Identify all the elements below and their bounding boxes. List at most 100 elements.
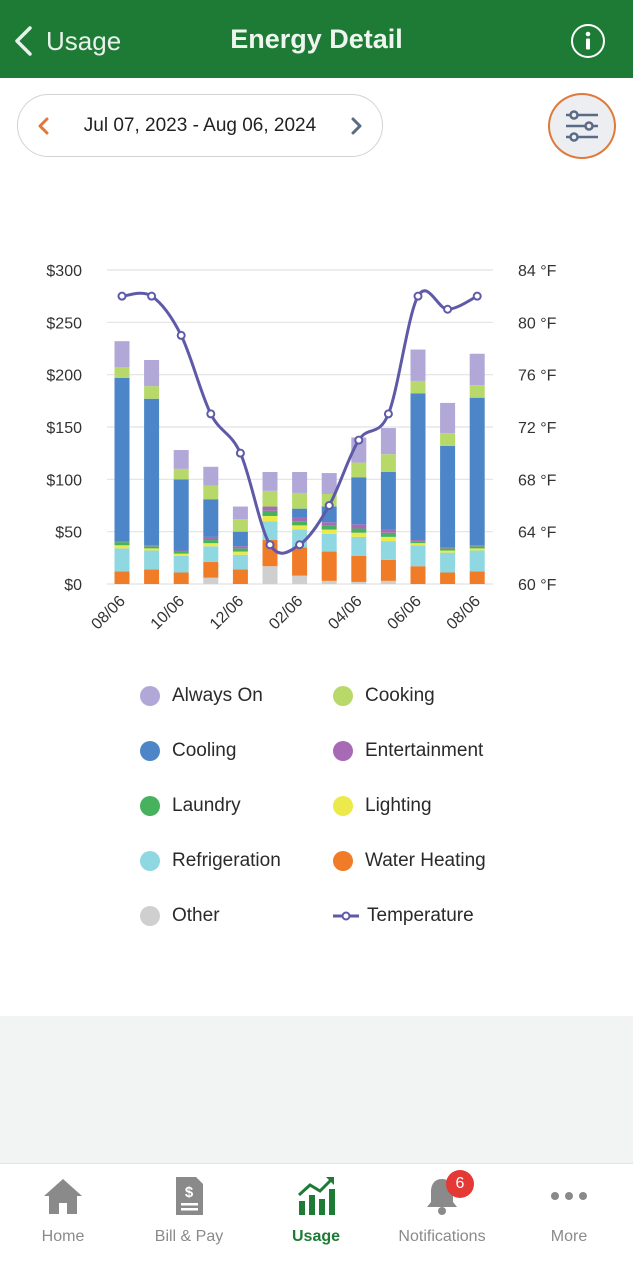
legend-dot bbox=[140, 741, 160, 761]
svg-text:$: $ bbox=[185, 1184, 194, 1201]
bar-segment bbox=[203, 562, 219, 578]
y-right-tick-label: 68 °F bbox=[518, 472, 557, 489]
x-tick-label: 12/06 bbox=[207, 593, 247, 633]
legend-label: Cooking bbox=[365, 685, 435, 706]
temperature-point bbox=[354, 435, 364, 445]
back-button[interactable]: Usage bbox=[10, 20, 121, 62]
temperature-point bbox=[117, 291, 127, 301]
bar-segment bbox=[351, 555, 367, 582]
bar-segment bbox=[232, 551, 248, 555]
bar-segment bbox=[292, 508, 308, 518]
chevron-right-icon bbox=[351, 117, 362, 134]
bar-segment bbox=[114, 377, 130, 542]
bar-segment bbox=[262, 472, 278, 491]
legend-item[interactable]: Temperature bbox=[333, 901, 474, 931]
bar-segment bbox=[144, 398, 160, 546]
bar-segment bbox=[173, 550, 189, 552]
tab-notifications[interactable]: 6 Notifications bbox=[379, 1170, 505, 1254]
legend-label: Cooling bbox=[172, 740, 237, 761]
home-icon bbox=[44, 1179, 82, 1214]
bar-segment bbox=[410, 541, 426, 544]
tab-label: Notifications bbox=[398, 1228, 486, 1245]
legend-dot bbox=[140, 796, 160, 816]
legend-label: Refrigeration bbox=[172, 850, 281, 871]
bar-segment bbox=[380, 529, 396, 533]
legend-item[interactable]: Water Heating bbox=[333, 846, 486, 876]
legend-item[interactable]: Laundry bbox=[140, 791, 241, 821]
tab-usage[interactable]: Usage bbox=[253, 1174, 379, 1254]
legend-item[interactable]: Always On bbox=[140, 681, 263, 711]
bar-segment bbox=[232, 519, 248, 532]
bar-segment bbox=[351, 462, 367, 478]
y-left-tick-label: $250 bbox=[46, 315, 82, 332]
legend-item[interactable]: Cooling bbox=[140, 736, 236, 766]
bar-segment bbox=[203, 499, 219, 537]
x-tick-label: 04/06 bbox=[325, 593, 365, 633]
y-right-tick-label: 60 °F bbox=[518, 577, 557, 594]
bar-segment bbox=[410, 566, 426, 584]
bar-segment bbox=[380, 541, 396, 560]
chevron-left-icon bbox=[38, 117, 49, 134]
y-right-tick-label: 64 °F bbox=[518, 525, 557, 542]
next-period-button[interactable] bbox=[332, 116, 382, 136]
bar-segment bbox=[351, 477, 367, 525]
bar-segment bbox=[292, 521, 308, 526]
bar-segment bbox=[410, 380, 426, 394]
bar-segment bbox=[440, 552, 456, 573]
x-tick-label: 08/06 bbox=[444, 593, 484, 633]
tab-bar: Home $ Bill & Pay Usage 6 Notifications … bbox=[0, 1163, 633, 1270]
bar-segment bbox=[351, 532, 367, 537]
prev-period-button[interactable] bbox=[18, 116, 68, 136]
legend-item[interactable]: Cooking bbox=[333, 681, 435, 711]
tab-label: More bbox=[550, 1228, 588, 1245]
tab-more[interactable]: More bbox=[506, 1174, 632, 1254]
bar-segment bbox=[173, 468, 189, 480]
legend-dot bbox=[333, 741, 353, 761]
usage-icon bbox=[297, 1177, 335, 1215]
notification-badge: 6 bbox=[446, 1170, 474, 1198]
x-tick-label: 06/06 bbox=[384, 593, 424, 633]
bar-segment bbox=[410, 349, 426, 381]
bar-segment bbox=[380, 454, 396, 473]
bar-segment bbox=[262, 515, 278, 522]
legend-item[interactable]: Lighting bbox=[333, 791, 432, 821]
info-button[interactable] bbox=[571, 24, 605, 58]
tab-bill-pay[interactable]: $ Bill & Pay bbox=[126, 1174, 252, 1254]
legend-label: Laundry bbox=[172, 795, 241, 816]
legend-dot bbox=[333, 851, 353, 871]
bar-segment bbox=[144, 360, 160, 387]
app-header: Usage Energy Detail bbox=[0, 0, 633, 78]
bar-segment bbox=[469, 550, 485, 572]
bar-segment bbox=[114, 548, 130, 572]
temperature-point bbox=[147, 291, 157, 301]
bar-segment bbox=[321, 533, 337, 552]
bar-segment bbox=[203, 577, 219, 584]
legend-dot bbox=[140, 906, 160, 926]
bar-segment bbox=[292, 575, 308, 584]
legend-item[interactable]: Entertainment bbox=[333, 736, 483, 766]
temperature-point bbox=[206, 409, 216, 419]
legend-item[interactable]: Refrigeration bbox=[140, 846, 281, 876]
bar-segment bbox=[440, 402, 456, 434]
y-left-tick-label: $0 bbox=[64, 577, 82, 594]
bar-segment bbox=[292, 472, 308, 493]
tab-home[interactable]: Home bbox=[0, 1174, 126, 1254]
bar-segment bbox=[173, 479, 189, 551]
date-range-selector: Jul 07, 2023 - Aug 06, 2024 bbox=[17, 94, 383, 157]
more-icon bbox=[551, 1192, 587, 1200]
filter-button[interactable] bbox=[548, 93, 616, 159]
legend-item[interactable]: Other bbox=[140, 901, 220, 931]
content-area: Jul 07, 2023 - Aug 06, 2024 $0 $50 $100 $15… bbox=[0, 78, 633, 1016]
bar-segment bbox=[292, 547, 308, 576]
bar-segment bbox=[203, 540, 219, 544]
bar-segment bbox=[292, 492, 308, 509]
bar-segment bbox=[114, 541, 130, 543]
bar-segment bbox=[232, 554, 248, 570]
bar-segment bbox=[203, 536, 219, 541]
temperature-point bbox=[176, 330, 186, 340]
bar-segment bbox=[144, 550, 160, 570]
bar-segment bbox=[262, 490, 278, 507]
bar-segment bbox=[321, 551, 337, 581]
bar-segment bbox=[321, 522, 337, 526]
temperature-point bbox=[265, 540, 275, 550]
